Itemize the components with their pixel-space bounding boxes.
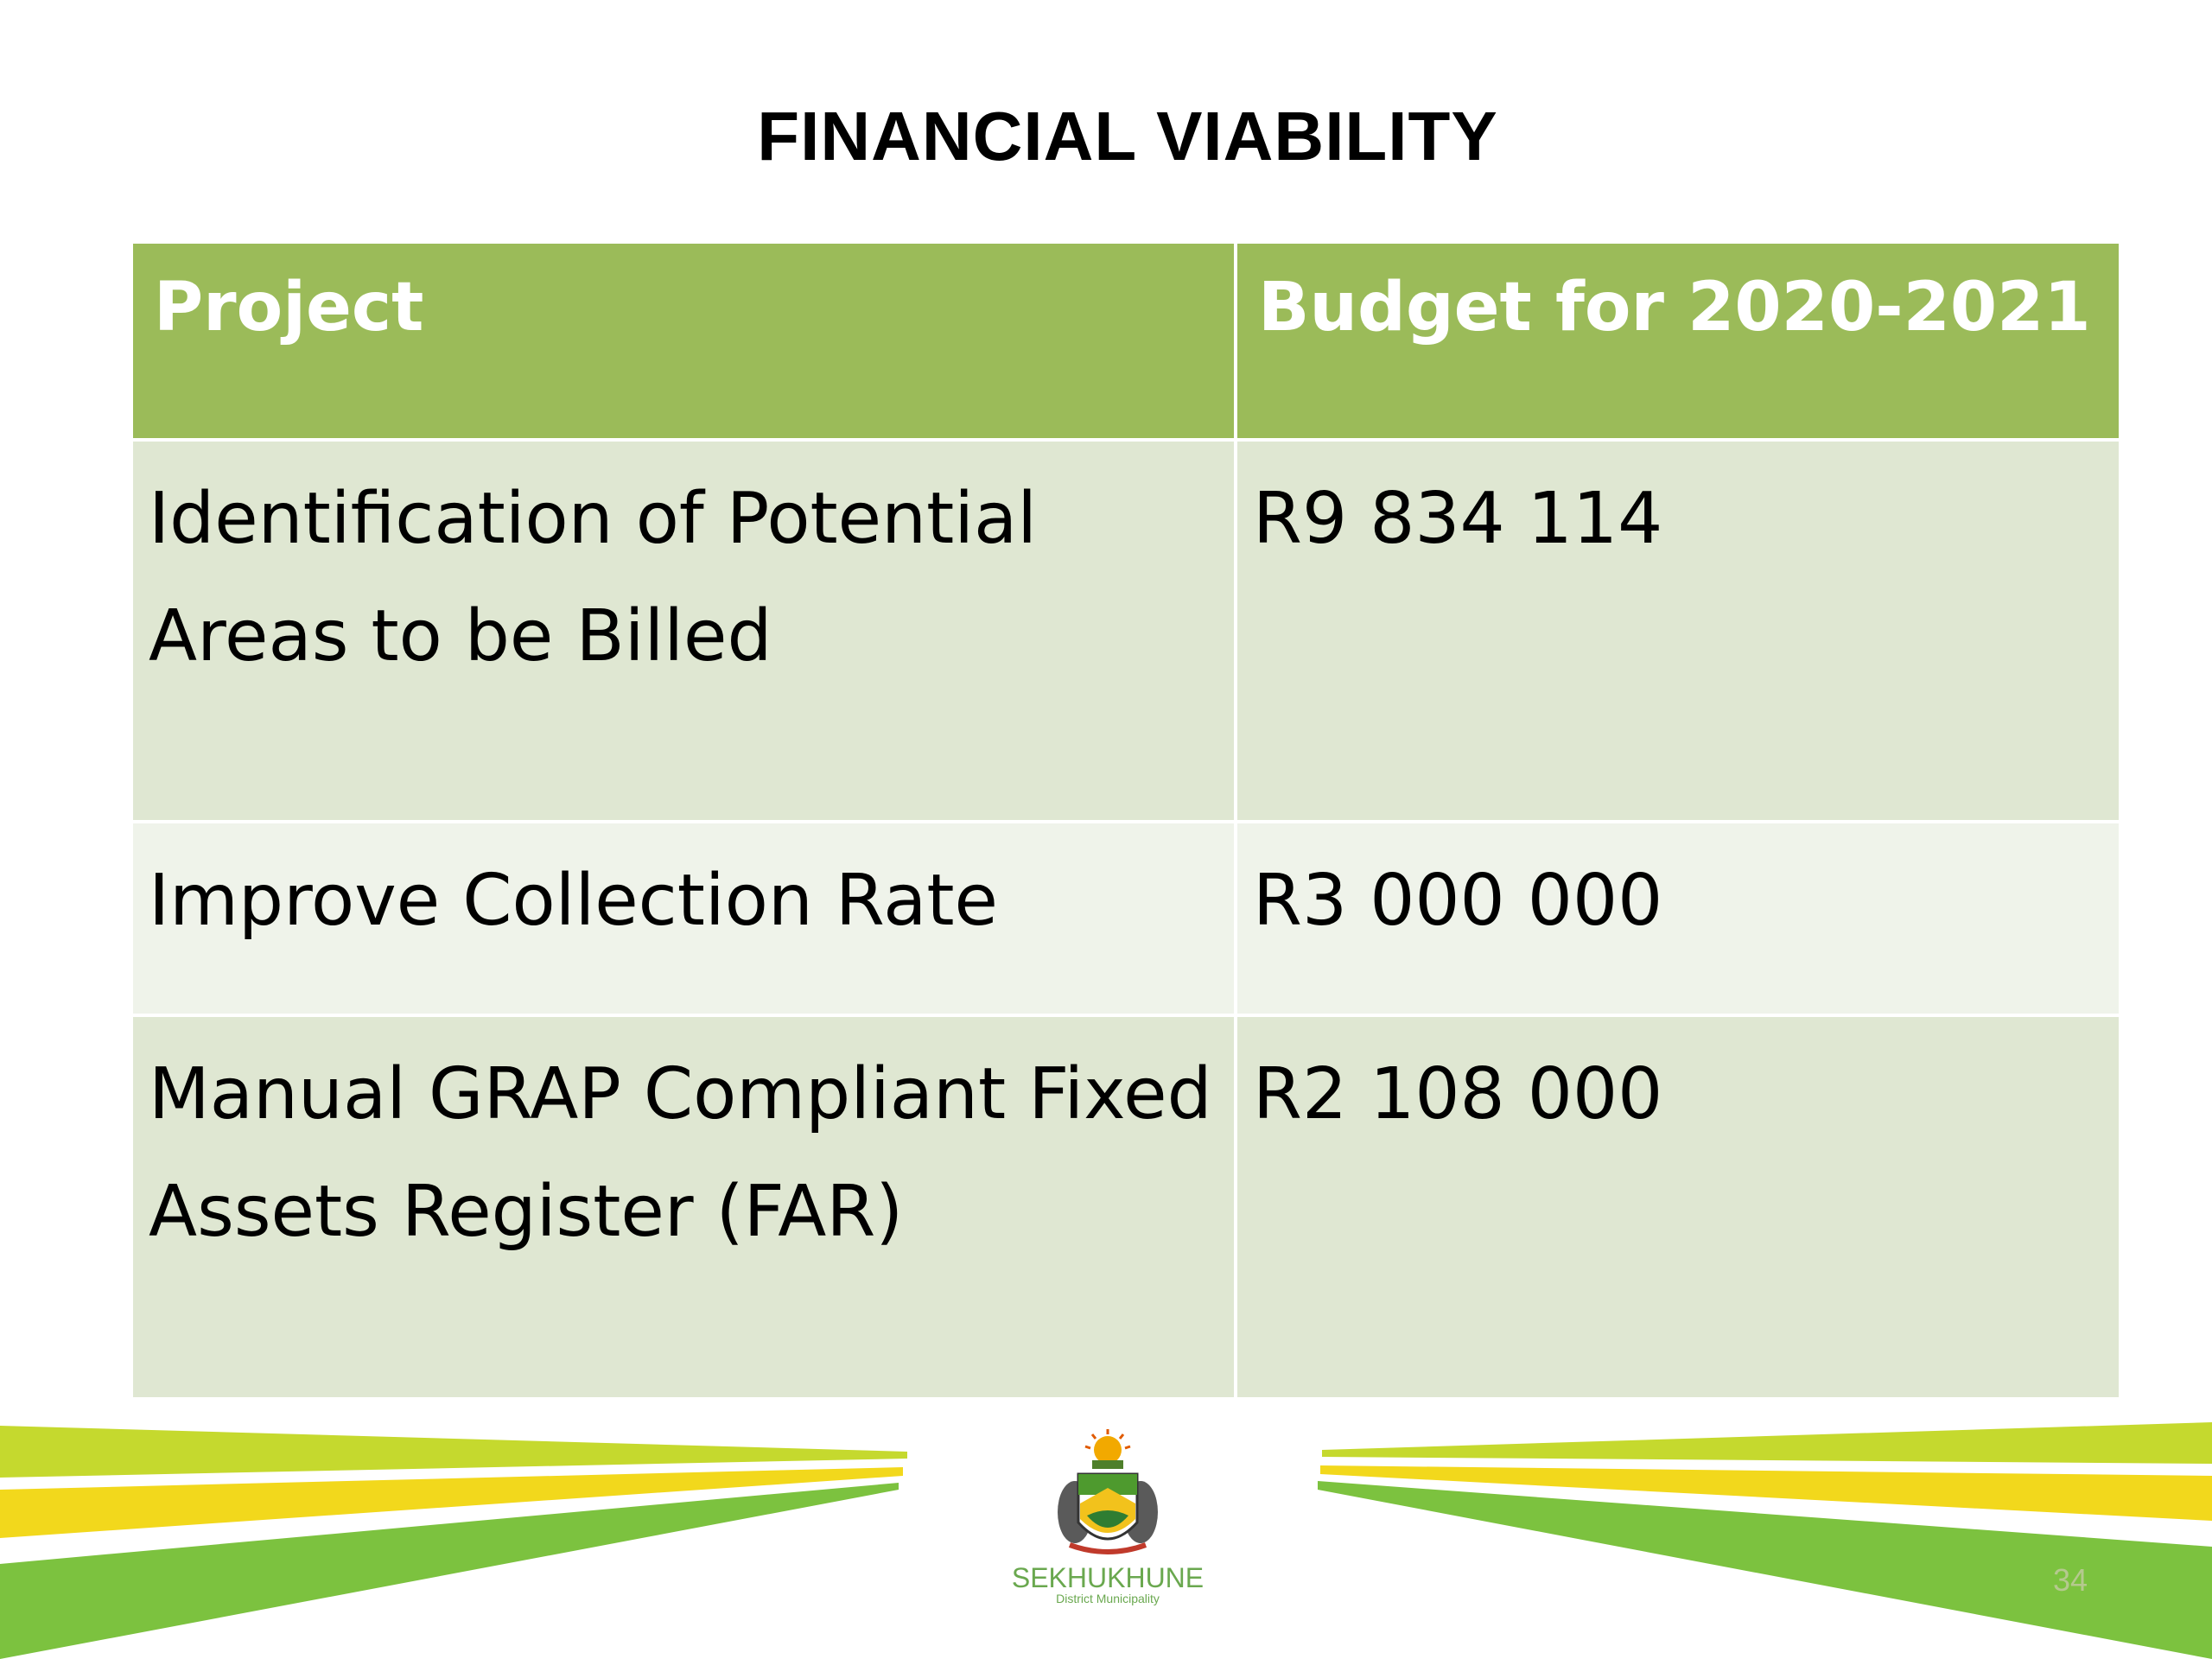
page-number: 34: [2052, 1562, 2088, 1598]
budget-cell: R9 834 114: [1234, 438, 2122, 823]
project-line: Areas to be Billed: [149, 595, 772, 677]
left-lime-stripe: [0, 1426, 907, 1478]
table-row: Improve Collection Rate R3 000 000: [130, 820, 2122, 1017]
table-row: Manual GRAP Compliant Fixed Assets Regis…: [130, 1014, 2122, 1401]
project-line: Manual GRAP Compliant Fixed: [149, 1053, 1212, 1135]
left-yellow-stripe: [0, 1467, 903, 1538]
project-line: Improve Collection Rate: [149, 860, 998, 942]
header-project: Project: [130, 240, 1237, 442]
table-header-row: Project Budget for 2020-2021: [130, 240, 2122, 442]
project-cell: Improve Collection Rate: [130, 820, 1237, 1017]
project-line: Assets Register (FAR): [149, 1171, 904, 1253]
project-cell: Identification of Potential Areas to be …: [130, 438, 1237, 823]
right-green-stripe: [1318, 1481, 2212, 1659]
left-green-stripe: [0, 1483, 899, 1659]
budget-cell: R3 000 000: [1234, 820, 2122, 1017]
header-budget: Budget for 2020-2021: [1234, 240, 2122, 442]
coat-of-arms-icon: [1058, 1429, 1158, 1554]
footer-stripes: [0, 1422, 2212, 1659]
right-yellow-stripe: [1320, 1465, 2212, 1521]
budget-cell: R2 108 000: [1234, 1014, 2122, 1401]
table-row: Identification of Potential Areas to be …: [130, 438, 2122, 823]
slide-title: FINANCIAL VIABILITY: [757, 98, 1498, 175]
logo-wordmark: SEKHUKHUNE: [1011, 1562, 1205, 1593]
logo-subtitle: District Municipality: [1056, 1592, 1160, 1605]
budget-table: Project Budget for 2020-2021 Identificat…: [130, 240, 2122, 1401]
project-line: Identification of Potential: [149, 478, 1038, 560]
right-lime-stripe: [1322, 1422, 2212, 1464]
project-cell: Manual GRAP Compliant Fixed Assets Regis…: [130, 1014, 1237, 1401]
